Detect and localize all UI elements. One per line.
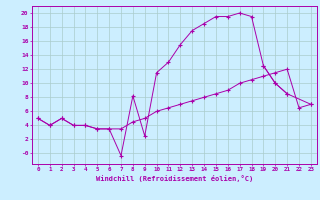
X-axis label: Windchill (Refroidissement éolien,°C): Windchill (Refroidissement éolien,°C): [96, 175, 253, 182]
